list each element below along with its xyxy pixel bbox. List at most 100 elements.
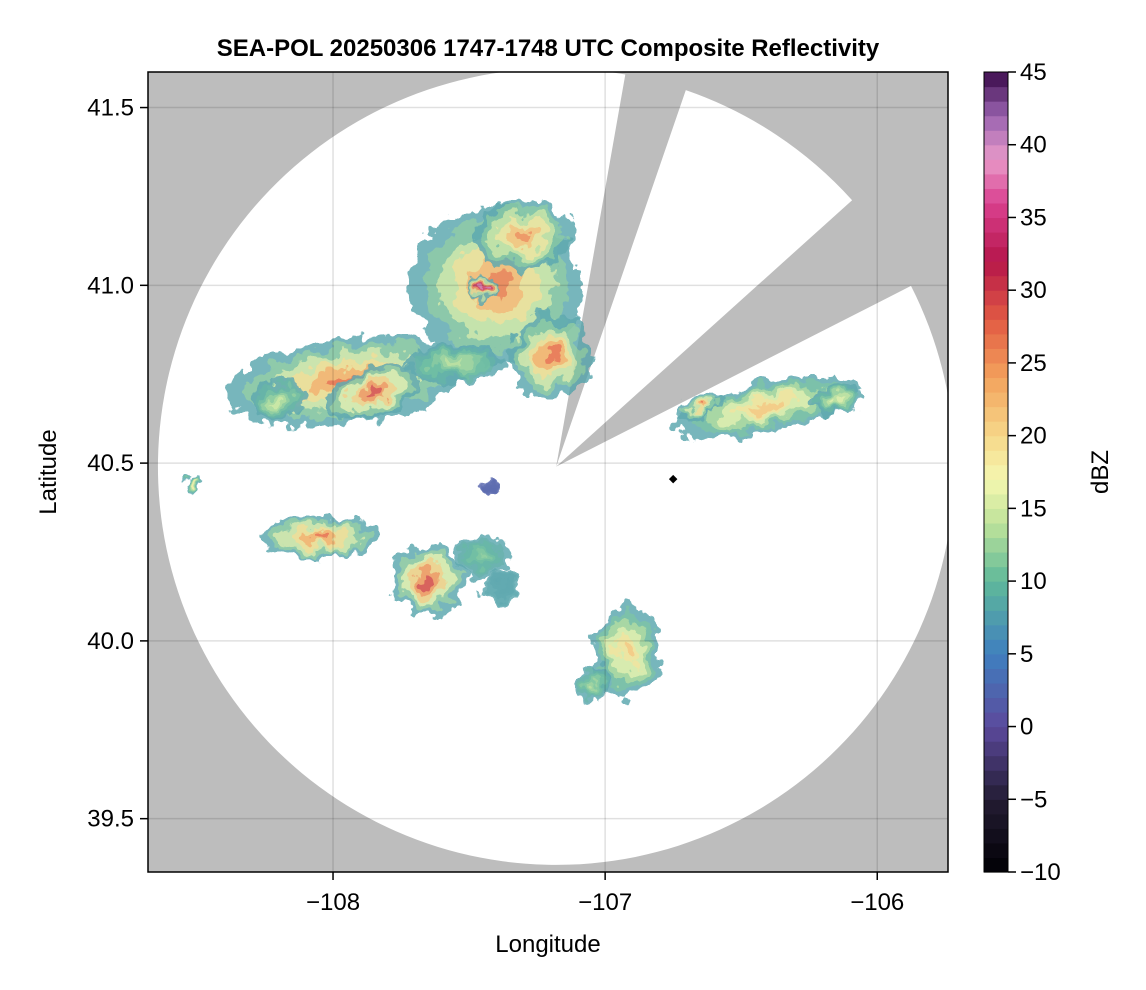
colorbar-label: dBZ xyxy=(1087,450,1114,494)
echo-ne-storm-east xyxy=(809,384,864,414)
y-axis: 39.5 40.0 40.5 41.0 41.5 xyxy=(87,95,148,833)
colorbar-segment xyxy=(984,712,1008,728)
colorbar-segment xyxy=(984,130,1008,146)
colorbar-segment xyxy=(984,552,1008,568)
colorbar-segment xyxy=(984,202,1008,219)
y-tick-label: 40.0 xyxy=(87,628,134,655)
echo-layer-ellipse xyxy=(478,552,488,560)
echo-layer-ellipse xyxy=(366,387,382,397)
chart-title: SEA-POL 20250306 1747-1748 UTC Composite… xyxy=(217,35,880,62)
colorbar-segment xyxy=(984,566,1008,582)
colorbar-segment xyxy=(984,537,1008,553)
echo-s-cell xyxy=(591,605,663,698)
y-axis-label: Latitude xyxy=(35,429,62,514)
x-tick-label: −108 xyxy=(306,889,360,916)
colorbar-segment xyxy=(984,741,1008,757)
colorbar-tick-label: 20 xyxy=(1020,423,1047,450)
plot-frame xyxy=(147,71,949,873)
echo-north-storm-sw xyxy=(406,342,505,385)
colorbar-segment xyxy=(984,464,1008,480)
y-tick-label: 41.5 xyxy=(87,95,134,122)
echo-w-band-east xyxy=(455,534,510,577)
echo-layer-ellipse xyxy=(274,395,284,403)
colorbar-tick-label: −10 xyxy=(1020,859,1061,886)
y-tick-label: 41.0 xyxy=(87,272,134,299)
colorbar-segment xyxy=(984,522,1008,539)
colorbar-tick-label: 45 xyxy=(1020,59,1047,86)
echo-layer-ellipse xyxy=(588,680,595,687)
colorbar-tick-label: 35 xyxy=(1020,204,1047,231)
colorbar-segment xyxy=(984,261,1008,277)
colorbar-tick-label: 10 xyxy=(1020,568,1047,595)
colorbar-segment xyxy=(984,188,1008,204)
colorbar-segment xyxy=(984,493,1008,509)
echo-layer-ellipse xyxy=(515,229,532,242)
colorbar-tick-label: 40 xyxy=(1020,132,1047,159)
colorbar-segment xyxy=(984,653,1008,669)
x-tick-label: −107 xyxy=(578,889,632,916)
colorbar-segment xyxy=(984,479,1008,495)
x-axis: −108 −107 −106 xyxy=(306,872,904,916)
colorbar-segment xyxy=(984,813,1008,829)
colorbar-tick-label: 15 xyxy=(1020,495,1047,522)
colorbar-segment xyxy=(984,217,1008,233)
echo-north-storm-core xyxy=(469,274,497,304)
colorbar-segment xyxy=(984,173,1008,189)
echo-layer-ellipse xyxy=(309,534,330,542)
echo-layer-ellipse xyxy=(543,349,558,364)
echo-w-band-core xyxy=(390,544,467,616)
colorbar-segment xyxy=(984,246,1008,262)
colorbar-segment xyxy=(984,290,1008,306)
reflectivity-echoes xyxy=(183,200,864,702)
echo-far-west-speck xyxy=(183,473,200,488)
echo-layer-ellipse xyxy=(189,478,194,483)
colorbar-segment xyxy=(984,784,1008,800)
colorbar-tick-label: −5 xyxy=(1020,786,1047,813)
echo-layer-ellipse xyxy=(421,574,435,587)
colorbar-segment xyxy=(984,319,1008,335)
colorbar-segment xyxy=(984,101,1008,117)
colorbar-segment xyxy=(984,450,1008,466)
colorbar-segment xyxy=(984,333,1008,349)
echo-layer-ellipse xyxy=(752,400,784,412)
echo-layer-ellipse xyxy=(831,396,841,402)
colorbar-segment xyxy=(984,697,1008,713)
colorbar-segment xyxy=(984,392,1008,408)
colorbar-segment xyxy=(984,639,1008,655)
colorbar-segment xyxy=(984,799,1008,815)
colorbar-segment xyxy=(984,508,1008,524)
colorbar-segment xyxy=(984,362,1008,379)
echo-layer-ellipse xyxy=(499,584,505,591)
colorbar-tick-label: 25 xyxy=(1020,350,1047,377)
colorbar-frame xyxy=(983,71,1009,873)
echo-layer-ellipse xyxy=(447,360,464,368)
colorbar-segment xyxy=(984,755,1008,771)
colorbar-segment xyxy=(984,275,1008,291)
echo-layer-ellipse xyxy=(488,482,493,487)
echo-nw-storm-tail xyxy=(251,377,306,421)
colorbar-segment xyxy=(984,682,1008,699)
colorbar-segment xyxy=(984,610,1008,626)
echo-center-speck xyxy=(482,477,500,492)
echo-north-storm-upper xyxy=(474,200,573,272)
colorbar-segment xyxy=(984,435,1008,451)
colorbar-segment xyxy=(984,144,1008,160)
echo-layer-ellipse xyxy=(480,286,485,292)
colorbar-tick-label: 30 xyxy=(1020,277,1047,304)
echo-nw-storm-core xyxy=(327,363,421,421)
echo-w-band xyxy=(259,516,380,560)
echo-layer-ellipse xyxy=(696,403,704,409)
x-axis-label: Longitude xyxy=(495,931,600,958)
colorbar-segment xyxy=(984,624,1008,640)
colorbar-segment xyxy=(984,828,1008,844)
colorbar-segment xyxy=(984,726,1008,742)
x-tick-label: −106 xyxy=(850,889,904,916)
colorbar-segment xyxy=(984,159,1008,175)
colorbar-segment xyxy=(984,857,1008,873)
colorbar-segment xyxy=(984,668,1008,684)
radar-site-marker xyxy=(668,474,678,484)
colorbar-axis: 45 40 35 30 25 20 15 10 5 0 −5 −10 xyxy=(1008,59,1061,886)
echo-north-storm-se xyxy=(509,313,592,400)
echo-w-band-strand xyxy=(485,569,519,606)
